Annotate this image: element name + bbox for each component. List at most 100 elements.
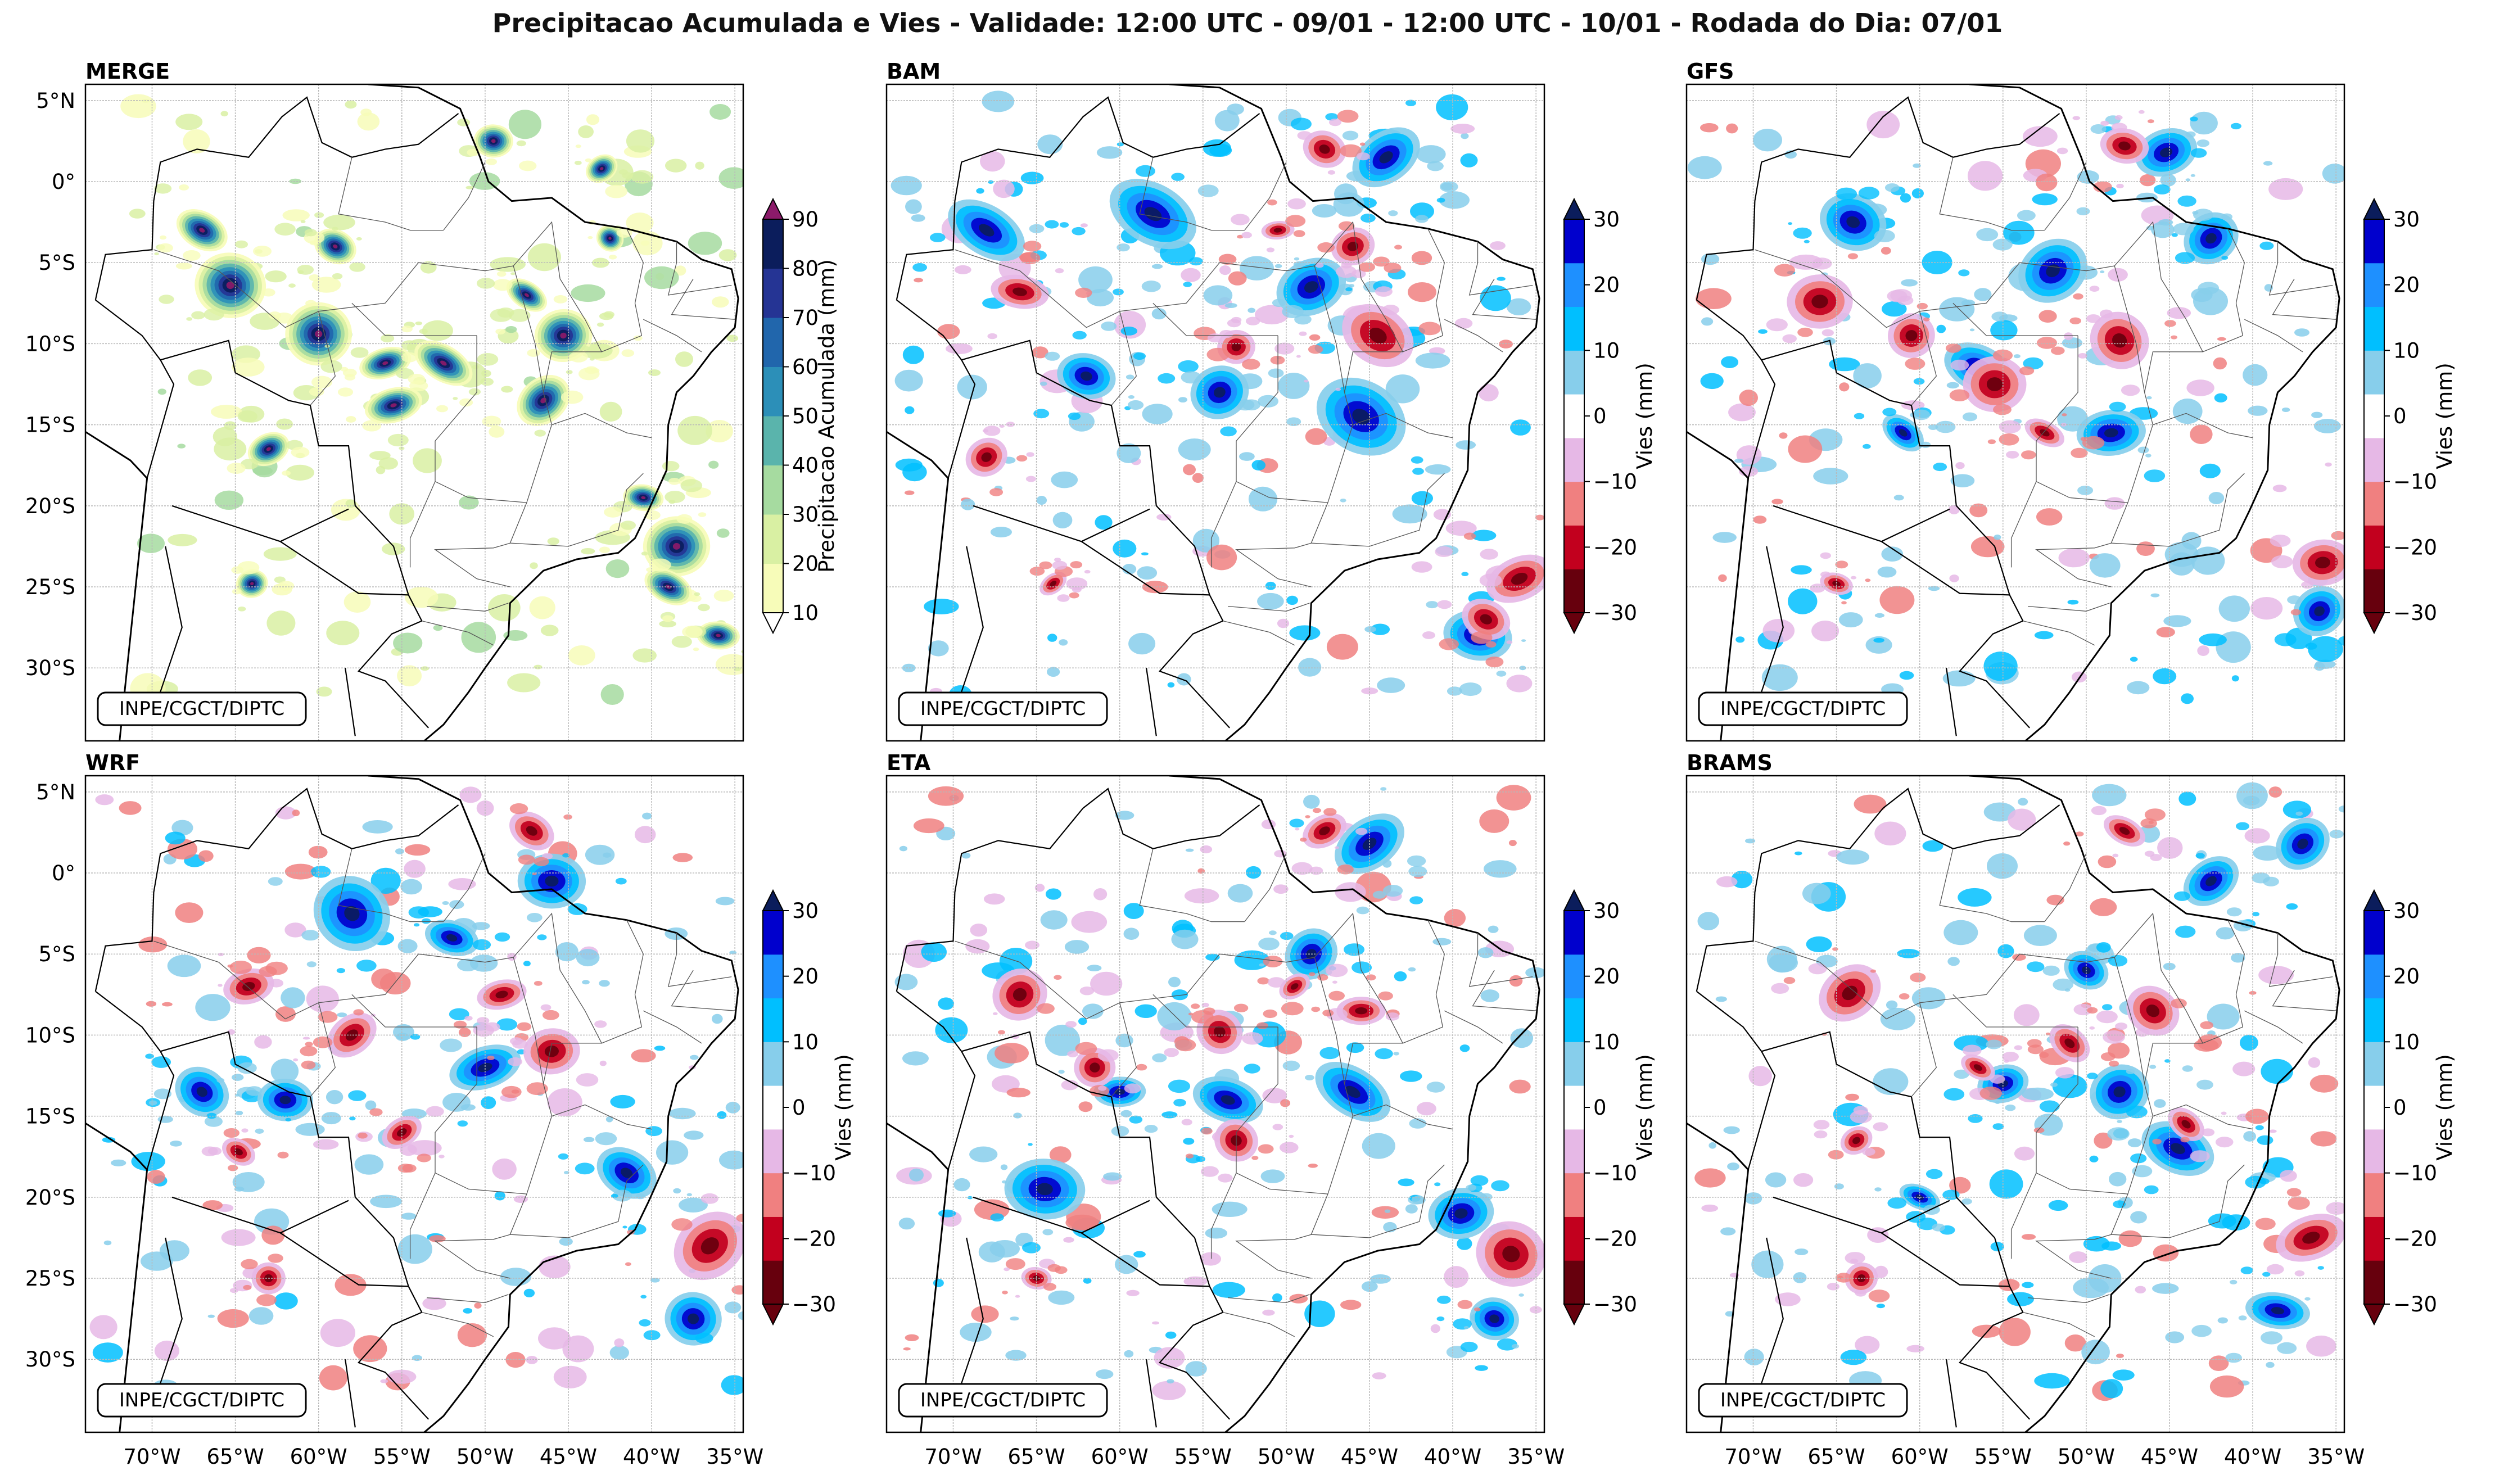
eta-negative-bias-speck [1054,1266,1068,1274]
gfs-positive-bias-speck [1958,269,1970,277]
gfs-field-patch [1753,129,1782,152]
gfs-negative-bias-speck [1865,578,1871,582]
wrf-positive-bias-speck [595,1132,617,1146]
brams-field-patch [2064,1334,2086,1352]
brams-positive-bias-speck [2252,872,2270,884]
merge-precip-speck [496,271,507,277]
bam-colorbar-segment [1564,219,1584,264]
eta-negative-bias-speck [1355,827,1368,835]
gfs-positive-bias-speck [1863,444,1871,449]
gfs-field-patch [1718,574,1727,582]
gfs-field-patch [1974,288,1992,301]
eta-field-patch [1416,1102,1436,1116]
gfs-field-patch [2153,668,2177,685]
wrf-negative-bias-speck [353,1009,364,1016]
wrf-colorbar-segment [763,1042,783,1086]
eta-field-patch [953,1178,970,1192]
eta-negative-bias-speck [1312,808,1322,813]
brams-positive-bias-speck [2262,1272,2271,1277]
wrf-field-patch [175,902,204,923]
brams-field-patch [1999,1318,2031,1346]
wrf-field-patch [494,1191,505,1201]
eta-negative-bias-speck [1005,1258,1025,1270]
brams-state-border [2202,920,2245,1044]
merge-precip-speck [457,118,471,126]
brams-lon-tick-label: 55°W [1974,1445,2032,1469]
merge-precip-speck [332,227,338,231]
eta-field-patch [1171,929,1199,949]
merge-field-patch [716,528,730,538]
wrf-negative-bias-blob [234,1148,243,1156]
wrf-field-patch [582,980,590,985]
brams-field-patch [2280,1170,2297,1182]
bam-state-border [1472,278,1536,320]
gfs-field-patch [2064,332,2073,341]
eta-lon-tick-label: 50°W [1258,1445,1315,1469]
merge-colorbar-tick-label: 70 [792,306,819,330]
bam-field-patch [1051,471,1078,488]
brams-field-patch [1987,853,2018,879]
eta-positive-bias-speck [1305,1075,1314,1080]
merge-field-patch [232,358,265,377]
bam-field-patch [1047,667,1060,677]
bam-field-patch [894,369,923,392]
brams-field-patch [1943,920,1978,945]
gfs-positive-bias-speck [2171,233,2178,237]
gfs-colorbar-max-arrow [2363,197,2385,220]
bam-negative-bias-speck [1006,422,1015,427]
gfs-positive-bias-speck [1913,409,1931,420]
merge-precip-blob [250,582,254,586]
eta-negative-bias-speck [1281,1002,1304,1016]
bam-positive-bias-speck [1342,130,1359,141]
gfs-field-patch [2197,645,2209,656]
brams-field-patch [2118,1230,2142,1247]
gfs-colorbar-segment [2364,437,2384,482]
bam-field-patch [976,188,984,194]
brams-field-patch [2021,1087,2054,1101]
brams-positive-bias-speck [2050,1082,2058,1087]
eta-field-patch [1394,971,1407,981]
brams-field-patch [2253,845,2282,861]
gfs-colorbar-tick-label: 0 [2393,404,2407,428]
bam-positive-bias-speck [1045,351,1060,361]
wrf-state-border [422,1311,494,1337]
eta-colorbar-tick-label: 0 [1593,1096,1607,1120]
bam-negative-bias-speck [1266,247,1274,252]
wrf-negative-bias-speck [268,1254,283,1263]
bam-negative-bias-speck [1296,355,1301,358]
gfs-negative-bias-speck [2062,413,2067,417]
brams-map-area [1687,776,2344,1432]
wrf-state-border [552,1104,652,1130]
gfs-negative-bias-speck [2086,314,2101,323]
bam-negative-bias-speck [1075,287,1092,298]
bam-state-border [1111,311,1137,406]
brams-field-patch [1769,953,1798,972]
bam-field-patch [1167,682,1175,688]
gfs-positive-bias-speck [2351,627,2366,636]
wrf-field-patch [254,1035,272,1049]
bam-country-border [896,299,1231,729]
brams-field-patch [2023,925,2057,946]
wrf-field-patch [281,987,305,1008]
brams-positive-bias-speck [2252,912,2259,917]
bam-field-patch [1095,515,1113,530]
brams-state-border [1911,1002,1937,1097]
brams-field-patch [1880,1007,1916,1030]
eta-field-patch [1444,1266,1469,1288]
eta-field-patch [1123,903,1144,919]
gfs-positive-bias-speck [1962,412,1978,422]
bam-field-patch [904,490,915,495]
bam-positive-bias-speck [1441,183,1454,191]
gfs-field-patch [2163,615,2191,627]
bam-negative-bias-speck [1359,262,1375,272]
gfs-field-patch [1779,432,1788,439]
gfs-field-patch [1946,382,1959,389]
gfs-field-patch [1950,474,1975,487]
wrf-positive-bias-speck [356,960,377,972]
eta-negative-bias-speck [1378,991,1393,1001]
wrf-field-patch [505,1352,526,1368]
brams-negative-bias-speck [2103,1030,2125,1044]
bam-positive-bias-speck [1135,165,1155,177]
wrf-negative-bias-speck [534,857,549,866]
eta-field-patch [1134,1004,1157,1018]
